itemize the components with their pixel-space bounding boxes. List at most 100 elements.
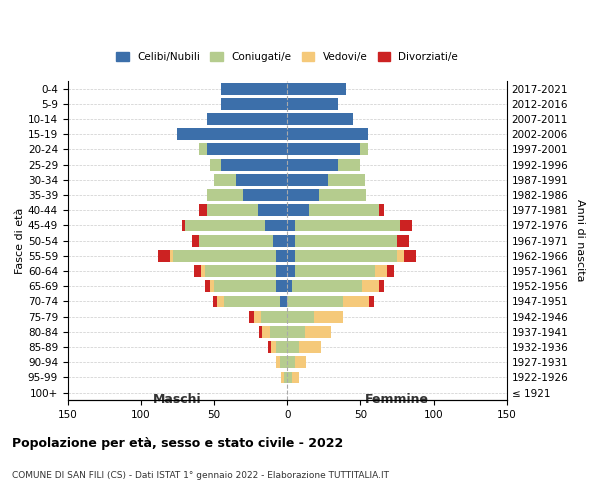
Bar	[194, 265, 201, 277]
Bar	[205, 265, 275, 277]
Bar	[299, 341, 321, 353]
Bar	[268, 341, 271, 353]
Bar	[192, 234, 199, 246]
Bar	[185, 220, 265, 232]
Bar	[287, 356, 295, 368]
Bar	[207, 144, 287, 156]
Bar	[265, 220, 287, 232]
Bar	[287, 113, 353, 125]
Bar	[224, 296, 280, 308]
Bar	[287, 250, 295, 262]
Bar	[287, 189, 319, 201]
Bar	[292, 280, 362, 292]
Bar	[214, 280, 275, 292]
Text: Femmine: Femmine	[365, 394, 429, 406]
Bar	[295, 356, 306, 368]
Bar	[182, 220, 185, 232]
Bar	[212, 296, 217, 308]
Bar	[314, 310, 343, 322]
Bar	[361, 144, 368, 156]
Bar	[209, 280, 214, 292]
Bar	[207, 189, 244, 201]
Bar	[199, 144, 207, 156]
Bar	[287, 98, 338, 110]
Bar	[287, 174, 328, 186]
Bar	[221, 98, 287, 110]
Bar	[319, 189, 366, 201]
Bar	[338, 158, 361, 170]
Bar	[217, 296, 224, 308]
Bar	[292, 372, 299, 384]
Bar	[287, 265, 295, 277]
Bar	[295, 265, 375, 277]
Bar	[287, 82, 346, 94]
Bar	[259, 326, 262, 338]
Bar	[275, 341, 287, 353]
Bar	[379, 280, 384, 292]
Bar	[201, 265, 205, 277]
Bar	[295, 234, 397, 246]
Bar	[199, 204, 207, 216]
Bar	[275, 250, 287, 262]
Bar	[221, 158, 287, 170]
Bar	[309, 204, 379, 216]
Bar	[287, 204, 309, 216]
Legend: Celibi/Nubili, Coniugati/e, Vedovi/e, Divorziati/e: Celibi/Nubili, Coniugati/e, Vedovi/e, Di…	[112, 48, 463, 66]
Y-axis label: Anni di nascita: Anni di nascita	[575, 200, 585, 282]
Bar	[387, 265, 394, 277]
Bar	[404, 250, 416, 262]
Bar	[214, 174, 236, 186]
Bar	[400, 220, 412, 232]
Bar	[275, 265, 287, 277]
Bar	[280, 356, 287, 368]
Bar	[199, 234, 272, 246]
Bar	[295, 250, 397, 262]
Bar	[275, 356, 280, 368]
Bar	[369, 296, 374, 308]
Bar	[287, 234, 295, 246]
Bar	[343, 296, 369, 308]
Bar	[287, 280, 292, 292]
Bar	[287, 326, 305, 338]
Bar	[328, 174, 365, 186]
Bar	[236, 174, 287, 186]
Bar	[258, 204, 287, 216]
Bar	[287, 144, 361, 156]
Bar	[280, 296, 287, 308]
Bar	[269, 326, 287, 338]
Bar	[170, 250, 173, 262]
Bar	[158, 250, 170, 262]
Bar	[284, 372, 287, 384]
Bar	[287, 296, 343, 308]
Y-axis label: Fasce di età: Fasce di età	[15, 208, 25, 274]
Bar	[287, 128, 368, 140]
Bar	[275, 280, 287, 292]
Bar	[249, 310, 254, 322]
Bar	[207, 204, 258, 216]
Bar	[362, 280, 379, 292]
Bar	[244, 189, 287, 201]
Bar	[305, 326, 331, 338]
Bar	[272, 234, 287, 246]
Bar	[173, 250, 275, 262]
Text: Maschi: Maschi	[153, 394, 202, 406]
Text: COMUNE DI SAN FILI (CS) - Dati ISTAT 1° gennaio 2022 - Elaborazione TUTTITALIA.I: COMUNE DI SAN FILI (CS) - Dati ISTAT 1° …	[12, 471, 389, 480]
Bar	[207, 113, 287, 125]
Bar	[379, 204, 384, 216]
Bar	[281, 372, 284, 384]
Bar	[397, 250, 404, 262]
Text: Popolazione per età, sesso e stato civile - 2022: Popolazione per età, sesso e stato civil…	[12, 437, 343, 450]
Bar	[254, 310, 261, 322]
Bar	[287, 220, 295, 232]
Bar	[261, 310, 287, 322]
Bar	[178, 128, 287, 140]
Bar	[287, 310, 314, 322]
Bar	[262, 326, 269, 338]
Bar	[287, 341, 299, 353]
Bar	[221, 82, 287, 94]
Bar	[397, 234, 409, 246]
Bar	[287, 158, 338, 170]
Bar	[205, 280, 209, 292]
Bar	[287, 372, 292, 384]
Bar	[375, 265, 387, 277]
